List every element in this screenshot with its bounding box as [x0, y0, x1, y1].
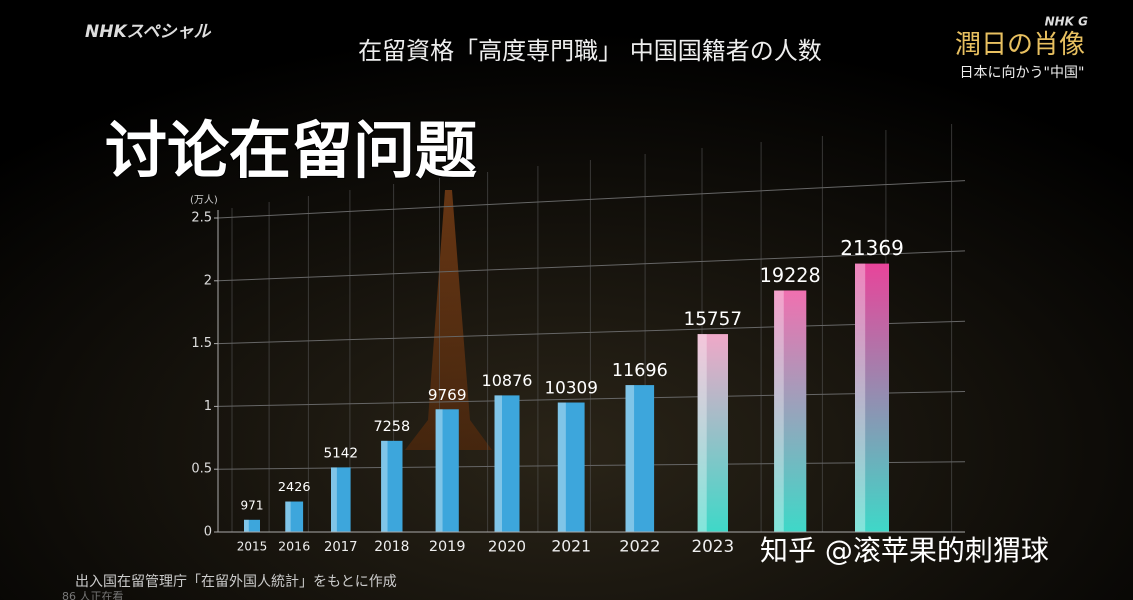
- plot-area: 0 0.5 1 1.5 2 2.5 971 2015 2426 2016 5142 2017 7258 2…: [191, 124, 966, 556]
- bar-highlight: [557, 402, 566, 532]
- x-tick-label: 2021: [551, 538, 591, 556]
- bar-highlight: [435, 409, 443, 532]
- x-tick-label: 2016: [278, 539, 310, 554]
- x-tick-label: 2023: [691, 536, 734, 556]
- bar: [494, 395, 520, 532]
- overlay-caption: 讨论在留问题: [105, 114, 477, 187]
- value-label: 7258: [373, 419, 410, 435]
- bar-highlight: [381, 440, 388, 532]
- value-label: 10309: [545, 378, 598, 398]
- value-label: 15757: [684, 309, 743, 330]
- channel-logo: NHKスペシャル: [85, 22, 211, 42]
- source-note: 出入国在留管理庁「在留外国人統計」をもとに作成: [75, 574, 397, 590]
- grid-line: [217, 250, 966, 282]
- bar: [625, 385, 655, 532]
- value-label: 2426: [278, 480, 311, 495]
- x-tick-label: 2022: [619, 537, 660, 556]
- bar-highlight: [244, 519, 249, 532]
- tower-silhouette: [405, 190, 492, 450]
- bar-highlight: [625, 385, 635, 532]
- y-tick-label: 0.5: [191, 462, 212, 477]
- bar-highlight: [331, 467, 337, 532]
- y-tick-label: 1.5: [191, 336, 212, 351]
- program-subtitle: 日本に向かう"中国": [960, 65, 1085, 81]
- bar: [381, 440, 403, 532]
- bar: [557, 402, 585, 532]
- bar: [774, 290, 807, 532]
- watermark: 知乎 @滚苹果的刺猬球: [760, 534, 1049, 567]
- bar: [285, 501, 304, 532]
- y-tick-label: 2: [204, 273, 212, 288]
- value-label: 19228: [760, 264, 821, 287]
- x-tick-label: 2020: [488, 538, 526, 556]
- value-label: 10876: [482, 371, 533, 390]
- value-label: 5142: [323, 445, 358, 461]
- bar-highlight: [494, 395, 502, 532]
- bar: [435, 409, 459, 532]
- bar: [244, 519, 260, 532]
- network-logo: NHK G: [1045, 15, 1089, 29]
- bar-highlight: [285, 501, 291, 532]
- grid-line: [217, 390, 966, 407]
- viewer-count: 86 人正在看: [62, 589, 124, 600]
- grid-line: [217, 320, 966, 345]
- grid-line: [217, 180, 966, 219]
- x-tick-label: 2018: [374, 539, 409, 555]
- program-title: 潤日の肖像: [955, 30, 1085, 60]
- x-tick-label: 2017: [324, 540, 358, 555]
- value-label: 21369: [840, 236, 904, 260]
- bar-highlight: [855, 263, 866, 532]
- x-tick-label: 2019: [429, 539, 466, 555]
- value-label: 971: [241, 498, 264, 512]
- bar: [331, 467, 351, 532]
- value-label: 11696: [612, 361, 668, 381]
- bar-highlight: [774, 290, 784, 532]
- bar: [855, 263, 889, 532]
- value-label: 9769: [428, 386, 467, 404]
- x-tick-label: 2015: [237, 540, 268, 554]
- bar: [697, 334, 728, 532]
- chart-title: 在留資格「高度専門職」 中国国籍者の人数: [358, 37, 822, 65]
- y-tick-label: 1: [204, 399, 212, 414]
- y-tick-label: 0: [204, 525, 212, 540]
- y-tick-label: 2.5: [191, 211, 212, 226]
- y-axis-label: (万人): [190, 194, 218, 206]
- bar-highlight: [697, 334, 707, 532]
